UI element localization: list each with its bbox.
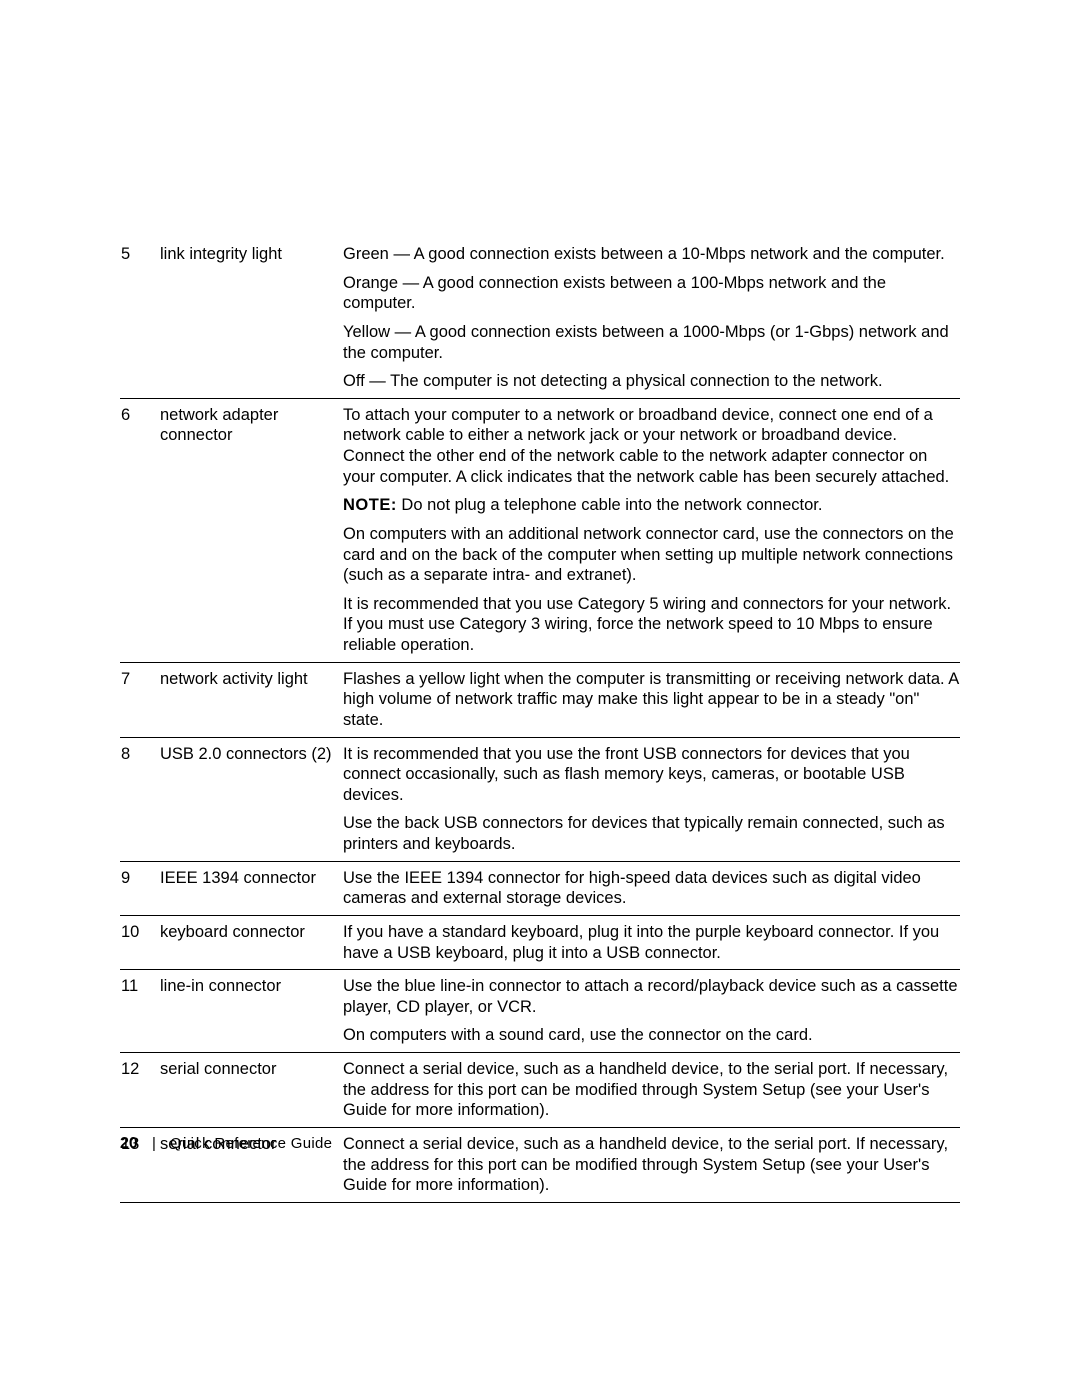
row-label: keyboard connector (159, 915, 342, 969)
table-row: 6network adapter connectorTo attach your… (120, 398, 960, 662)
row-description: If you have a standard keyboard, plug it… (342, 915, 960, 969)
row-label: network activity light (159, 662, 342, 737)
page-number: 20 (120, 1135, 138, 1152)
table-row: 11line-in connectorUse the blue line-in … (120, 970, 960, 1053)
description-block: Use the IEEE 1394 connector for high-spe… (343, 868, 959, 909)
row-description: Use the IEEE 1394 connector for high-spe… (342, 861, 960, 915)
table-row: 5link integrity lightGreen — A good conn… (120, 238, 960, 398)
description-block: Use the blue line-in connector to attach… (343, 976, 959, 1017)
table-row: 9IEEE 1394 connectorUse the IEEE 1394 co… (120, 861, 960, 915)
row-description: Connect a serial device, such as a handh… (342, 1127, 960, 1202)
row-description: To attach your computer to a network or … (342, 398, 960, 662)
description-block: It is recommended that you use the front… (343, 744, 959, 806)
description-block: To attach your computer to a network or … (343, 405, 959, 488)
row-number: 10 (120, 915, 159, 969)
row-number: 7 (120, 662, 159, 737)
row-number: 11 (120, 970, 159, 1053)
description-block: Off — The computer is not detecting a ph… (343, 371, 959, 392)
description-block: It is recommended that you use Category … (343, 594, 959, 656)
description-block: Yellow — A good connection exists betwee… (343, 322, 959, 363)
row-description: Flashes a yellow light when the computer… (342, 662, 960, 737)
row-number: 6 (120, 398, 159, 662)
table-row: 10keyboard connectorIf you have a standa… (120, 915, 960, 969)
description-block: Flashes a yellow light when the computer… (343, 669, 959, 731)
row-label: line-in connector (159, 970, 342, 1053)
description-block: On computers with a sound card, use the … (343, 1025, 959, 1046)
row-number: 12 (120, 1053, 159, 1128)
table-row: 7network activity lightFlashes a yellow … (120, 662, 960, 737)
row-number: 9 (120, 861, 159, 915)
description-block: Use the back USB connectors for devices … (343, 813, 959, 854)
connector-table: 5link integrity lightGreen — A good conn… (120, 238, 960, 1203)
row-label: network adapter connector (159, 398, 342, 662)
description-block: Orange — A good connection exists betwee… (343, 273, 959, 314)
row-description: Connect a serial device, such as a handh… (342, 1053, 960, 1128)
page-footer: 20 | Quick Reference Guide (120, 1135, 332, 1153)
description-block: Connect a serial device, such as a handh… (343, 1059, 959, 1121)
description-block: On computers with an additional network … (343, 524, 959, 586)
footer-separator: | (142, 1135, 166, 1152)
row-number: 8 (120, 737, 159, 861)
row-label: link integrity light (159, 238, 342, 398)
note-text: Do not plug a telephone cable into the n… (397, 496, 823, 514)
description-block: NOTE: Do not plug a telephone cable into… (343, 495, 959, 516)
table-row: 12serial connectorConnect a serial devic… (120, 1053, 960, 1128)
row-number: 5 (120, 238, 159, 398)
description-block: If you have a standard keyboard, plug it… (343, 922, 959, 963)
footer-title: Quick Reference Guide (170, 1135, 332, 1152)
row-label: serial connector (159, 1053, 342, 1128)
row-label: USB 2.0 connectors (2) (159, 737, 342, 861)
row-description: Use the blue line-in connector to attach… (342, 970, 960, 1053)
description-block: Green — A good connection exists between… (343, 244, 959, 265)
page: 5link integrity lightGreen — A good conn… (0, 0, 1080, 1397)
row-description: It is recommended that you use the front… (342, 737, 960, 861)
note-label: NOTE: (343, 496, 397, 514)
description-block: Connect a serial device, such as a handh… (343, 1134, 959, 1196)
connector-table-body: 5link integrity lightGreen — A good conn… (120, 238, 960, 1202)
row-description: Green — A good connection exists between… (342, 238, 960, 398)
table-row: 8USB 2.0 connectors (2)It is recommended… (120, 737, 960, 861)
row-label: IEEE 1394 connector (159, 861, 342, 915)
